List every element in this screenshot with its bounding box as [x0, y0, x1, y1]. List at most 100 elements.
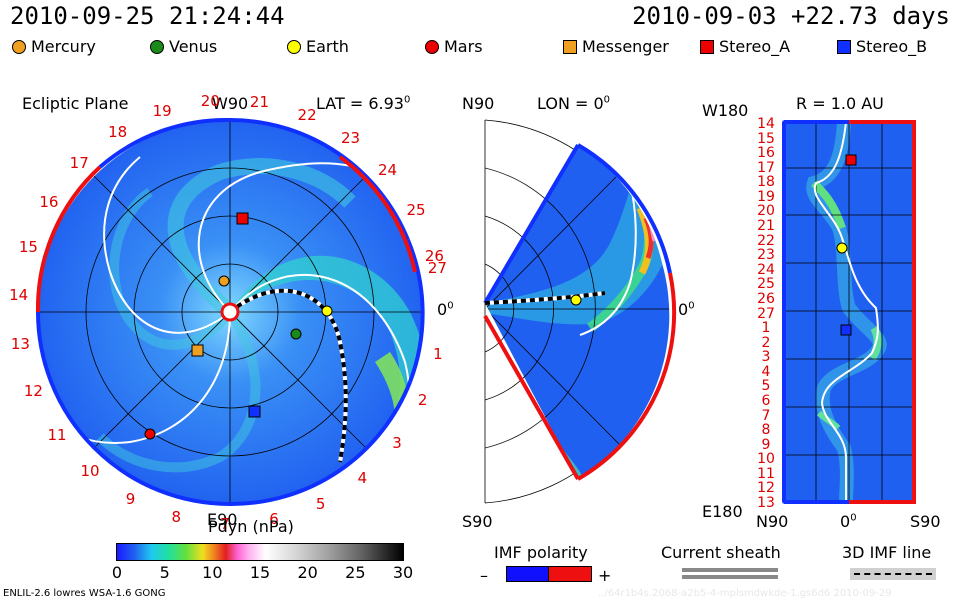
ecliptic-tick-14: 14 [9, 285, 29, 304]
earth-marker [321, 305, 333, 317]
imf-polarity-negative-swatch [506, 566, 550, 582]
radial-tick-14: 14 [757, 116, 775, 132]
mercury-marker [218, 275, 230, 287]
ecliptic-tick-7: 7 [220, 514, 230, 533]
ecliptic-tick-1: 1 [433, 344, 443, 363]
ecliptic-bottom-label: E90 [207, 510, 238, 529]
ecliptic-tick-11: 11 [47, 425, 67, 444]
current-sheath-swatch-top [682, 568, 778, 572]
ecliptic-tick-9: 9 [125, 490, 136, 509]
ecliptic-plane-plot [35, 117, 425, 507]
ecliptic-tick-15: 15 [18, 237, 38, 256]
ecliptic-tick-2: 2 [417, 391, 428, 410]
ecliptic-tick-24: 24 [377, 161, 398, 180]
ecliptic-tick-21: 21 [249, 93, 270, 112]
radial-tick-16: 16 [757, 145, 775, 162]
radial-tick-22: 22 [757, 232, 775, 249]
radial-tick-25: 25 [757, 276, 775, 293]
ecliptic-tick-5: 5 [315, 494, 326, 513]
model-version: ENLIL-2.6 lowres WSA-1.6 GONG [3, 588, 166, 599]
stereo-b-marker [248, 405, 261, 418]
radial-tick-9: 9 [761, 436, 771, 453]
stereo-a-marker-radial [845, 154, 857, 166]
radial-tick-12: 12 [757, 480, 775, 497]
meridional-plane-plot [483, 119, 677, 504]
imf-polarity-minus: – [480, 566, 488, 585]
radial-tick-19: 19 [757, 188, 775, 205]
radial-title: R = 1.0 AU [796, 94, 884, 113]
radial-tick-11: 11 [757, 465, 775, 482]
radial-shell-plot [782, 120, 916, 504]
legend-stereo-a: Stereo_A [700, 37, 790, 56]
radial-tick-21: 21 [757, 218, 775, 235]
colorbar [116, 543, 404, 561]
run-offset-timestamp: 2010-09-03 +22.73 days [632, 2, 950, 30]
run-id-watermark: ../64r1b4s.2068-a2b5-4-mplsmdwkde-1.gs6d… [598, 588, 892, 599]
imf-line-title: 3D IMF line [842, 543, 932, 562]
colorbar-tick-10: 10 [202, 563, 223, 582]
colorbar-tick-5: 5 [159, 563, 170, 582]
radial-tick-23: 23 [757, 247, 775, 264]
radial-tick-7: 7 [761, 407, 771, 424]
ecliptic-tick-27: 27 [427, 258, 447, 277]
ecliptic-tick-22: 22 [297, 105, 317, 124]
radial-top-label: W180 [702, 101, 749, 120]
radial-tick-3: 3 [761, 349, 771, 366]
current-sheath-swatch-bottom [682, 575, 778, 579]
radial-tick-1: 1 [761, 320, 771, 337]
radial-tick-2: 2 [761, 334, 771, 351]
venus-marker [290, 328, 302, 340]
ecliptic-tick-12: 12 [23, 382, 43, 401]
radial-x-right: S90 [910, 512, 941, 531]
messenger-marker [191, 344, 204, 357]
ecliptic-lat-label: LAT = 6.930 [316, 94, 411, 113]
radial-tick-10: 10 [757, 451, 775, 468]
legend-mercury: Mercury [12, 37, 96, 56]
colorbar-tick-0: 0 [111, 563, 123, 582]
radial-tick-18: 18 [757, 174, 775, 191]
radial-tick-15: 15 [757, 130, 775, 147]
ecliptic-title: Ecliptic Plane [22, 94, 129, 113]
colorbar-title: Pdyn (nPa) [208, 517, 294, 536]
ecliptic-tick-23: 23 [341, 128, 361, 147]
radial-tick-17: 17 [757, 159, 775, 176]
legend-stereo-b: Stereo_B [837, 37, 927, 56]
legend-earth: Earth [287, 37, 349, 56]
earth-marker-radial [836, 242, 848, 254]
simulation-timestamp: 2010-09-25 21:24:44 [10, 2, 285, 30]
imf-polarity-positive-swatch [548, 566, 592, 582]
legend-venus: Venus [150, 37, 217, 56]
radial-tick-13: 13 [757, 495, 775, 511]
stereo-b-marker-radial [840, 324, 852, 336]
ecliptic-tick-25: 25 [406, 201, 426, 220]
radial-tick-8: 8 [761, 422, 771, 439]
meridional-top-label: N90 [462, 94, 495, 113]
meridional-bottom-label: S90 [462, 512, 493, 531]
radial-x-left: N90 [756, 512, 789, 531]
meridional-lon-label: LON = 00 [537, 94, 611, 113]
ecliptic-tick-8: 8 [171, 508, 182, 527]
ecliptic-zero-label: 00 [437, 300, 454, 319]
meridional-zero-label: 00 [678, 300, 695, 319]
colorbar-tick-15: 15 [249, 563, 271, 582]
ecliptic-tick-4: 4 [357, 468, 368, 487]
ecliptic-tick-10: 10 [80, 462, 100, 481]
earth-marker-meridional [570, 294, 582, 306]
radial-x-mid: 00 [840, 512, 857, 531]
legend-mars: Mars [425, 37, 483, 56]
colorbar-tick-25: 25 [345, 563, 366, 582]
radial-bottom-label: E180 [702, 502, 743, 521]
radial-tick-6: 6 [761, 392, 771, 409]
ecliptic-tick-13: 13 [10, 334, 30, 353]
ecliptic-tick-26: 26 [424, 246, 444, 265]
mars-marker [144, 428, 156, 440]
radial-tick-20: 20 [757, 203, 775, 220]
colorbar-tick-20: 20 [297, 563, 318, 582]
colorbar-tick-30: 30 [392, 563, 414, 582]
radial-tick-24: 24 [757, 261, 775, 278]
ecliptic-tick-18: 18 [108, 123, 128, 142]
radial-tick-26: 26 [757, 290, 775, 307]
legend-messenger: Messenger [563, 37, 669, 56]
ecliptic-top-label: W90 [212, 94, 249, 113]
imf-polarity-title: IMF polarity [494, 543, 588, 562]
